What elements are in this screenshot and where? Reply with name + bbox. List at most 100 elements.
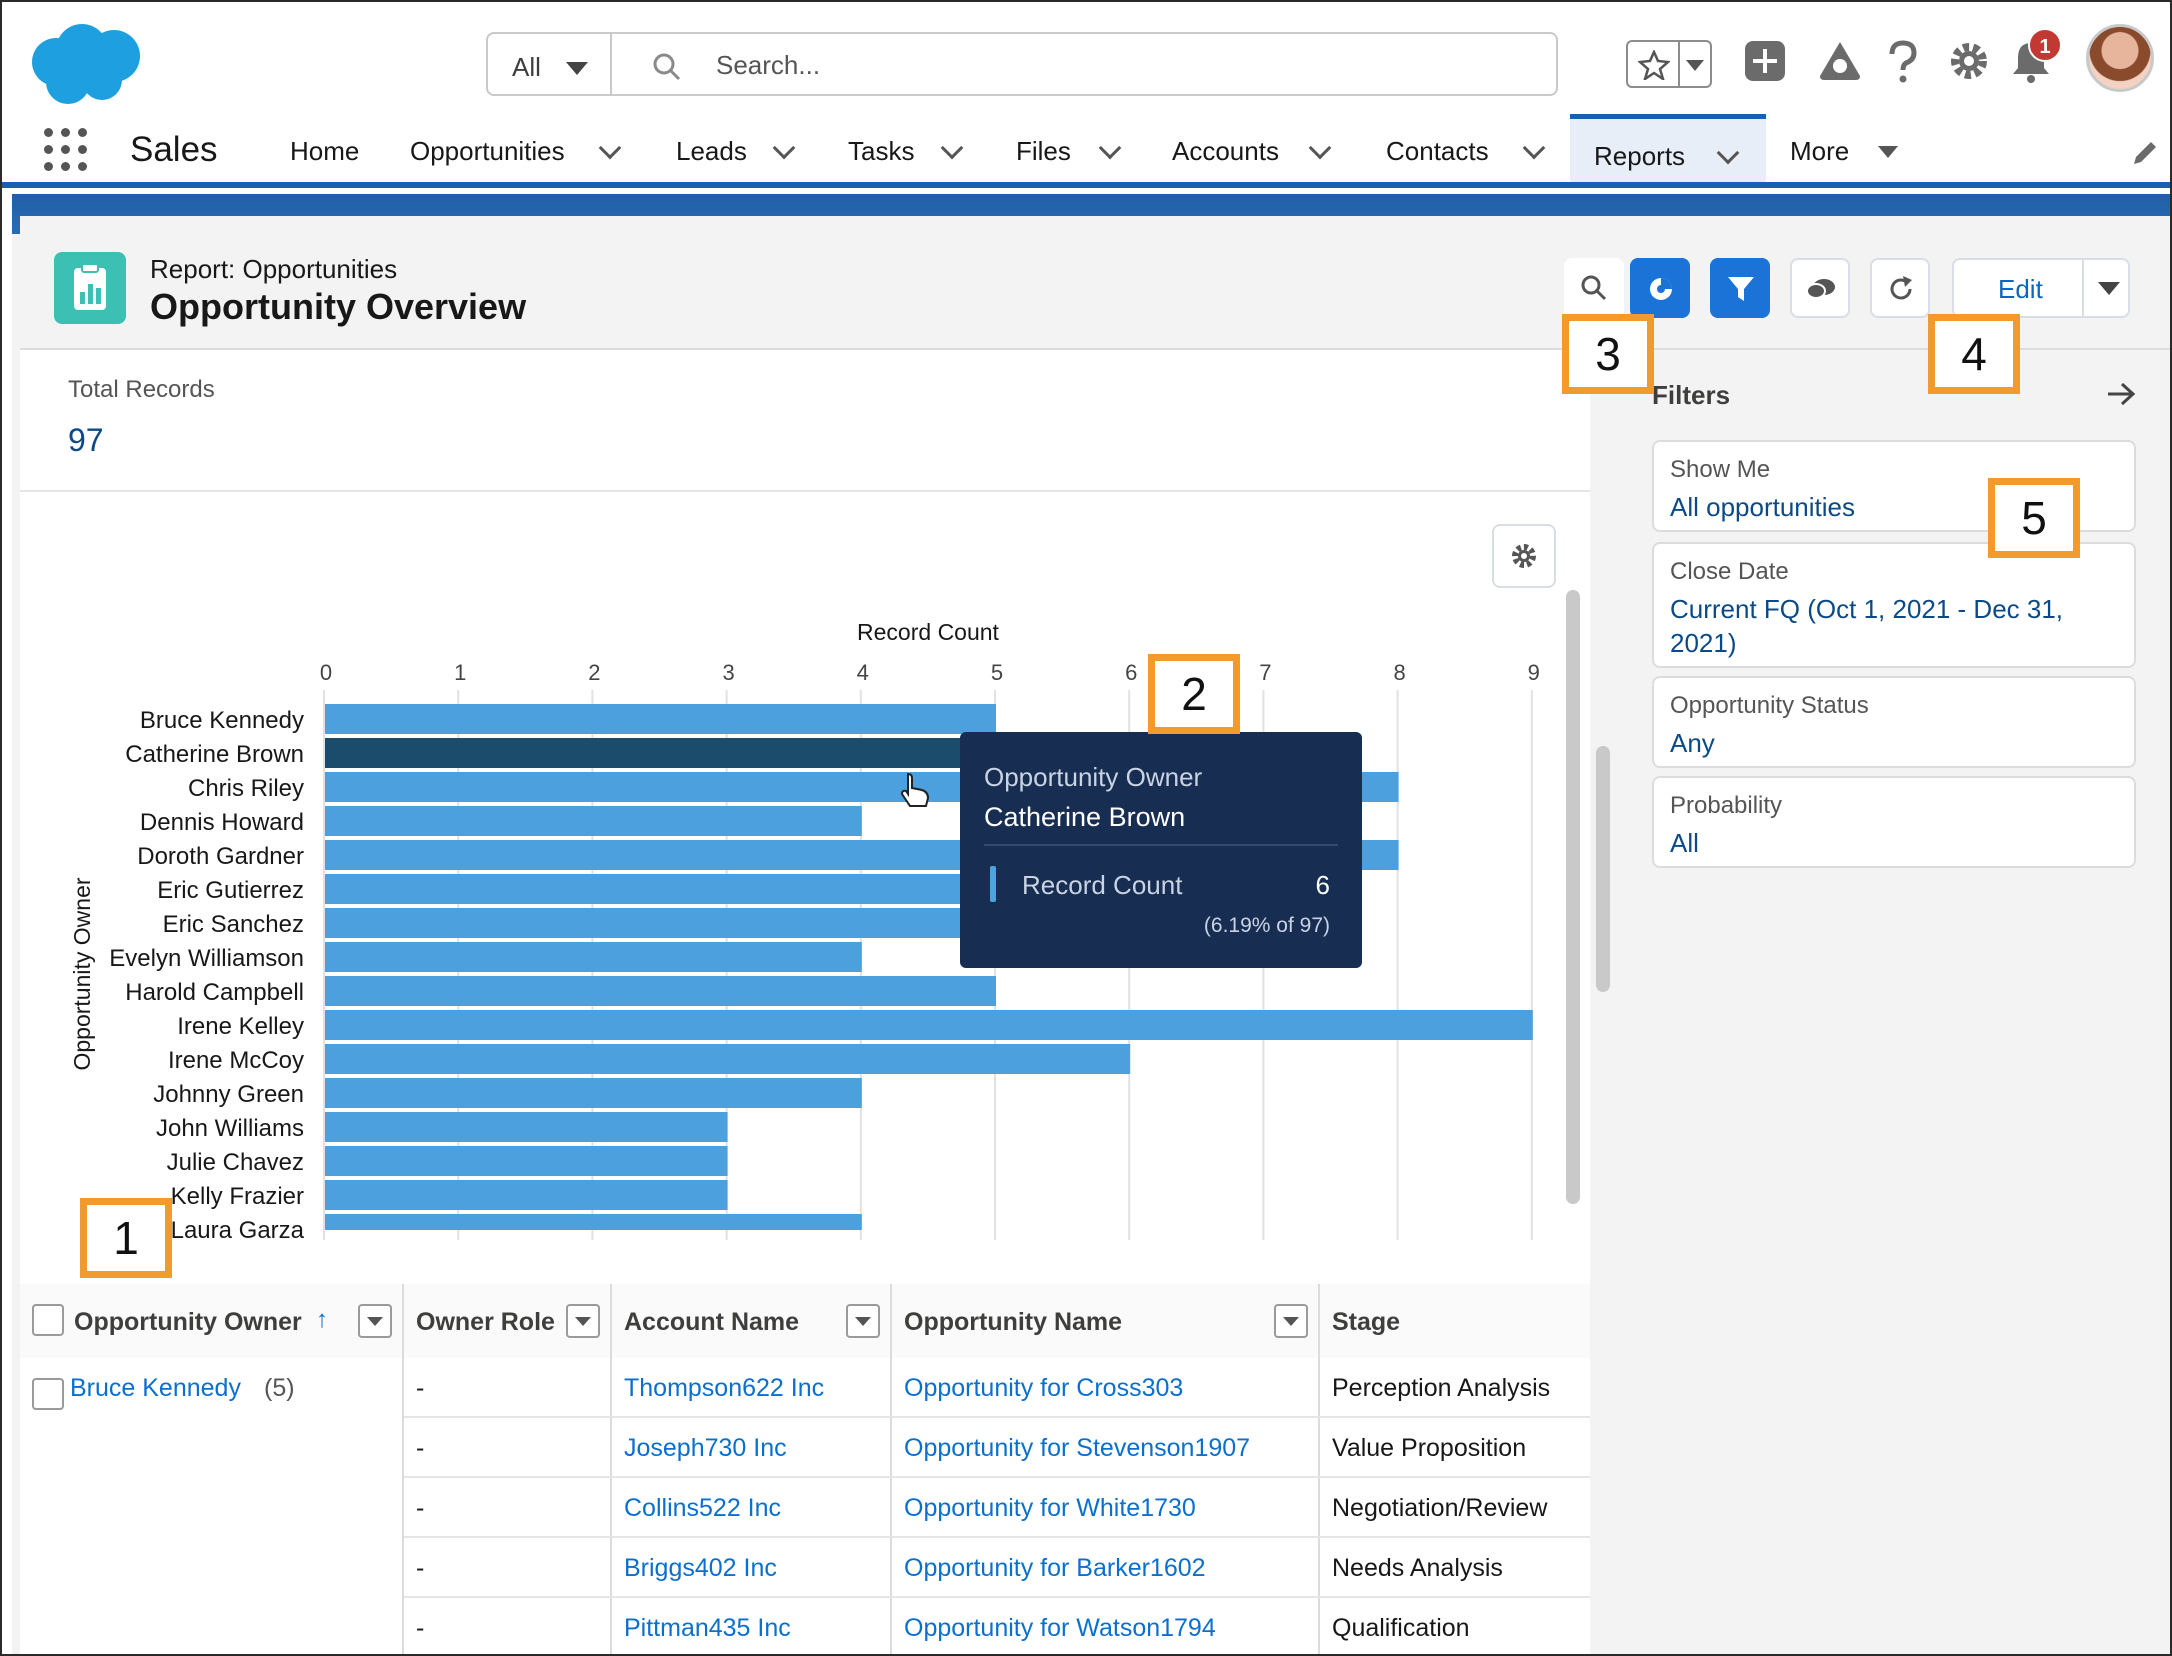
search-scope-select[interactable]: All (486, 32, 612, 96)
bar-john-williams[interactable] (325, 1112, 728, 1142)
filter-probability[interactable]: Probability All (1652, 776, 2136, 868)
filter-label: Show Me (1670, 456, 1771, 483)
bar-irene-mccoy[interactable] (325, 1044, 1131, 1074)
chevron-down-icon[interactable] (1098, 136, 1122, 160)
opportunity-name-link[interactable]: Opportunity for Stevenson1907 (904, 1434, 1251, 1462)
chevron-down-icon[interactable] (1878, 146, 1898, 158)
category-label: Johnny Green (153, 1081, 304, 1108)
column-header-opportunity-name[interactable]: Opportunity Name (892, 1284, 1320, 1358)
global-search[interactable] (610, 32, 1558, 96)
column-menu-icon[interactable] (1274, 1304, 1308, 1338)
nav-label: Contacts (1386, 136, 1489, 166)
x-tick-label: 0 (320, 660, 332, 685)
nav-contacts[interactable]: Contacts (1386, 114, 1556, 182)
app-launcher-icon[interactable] (44, 128, 88, 172)
category-label: Eric Sanchez (163, 911, 304, 938)
toggle-filters-button[interactable] (1710, 258, 1770, 318)
nav-home[interactable]: Home (290, 114, 380, 182)
nav-accounts[interactable]: Accounts (1172, 114, 1342, 182)
filter-value: Current FQ (Oct 1, 2021 - Dec 31, 2021) (1670, 594, 2064, 658)
nav-reports[interactable]: Reports (1570, 114, 1766, 182)
tooltip-metric-label: Record Count (1022, 870, 1183, 900)
mouse-pointer-icon (900, 772, 930, 807)
bar-irene-kelley[interactable] (325, 1010, 1533, 1040)
feed-button[interactable] (1790, 258, 1850, 318)
opportunity-name-link[interactable]: Opportunity for Barker1602 (904, 1554, 1206, 1582)
setup-gear-icon[interactable] (1948, 40, 1990, 82)
main-scrollbar[interactable] (1596, 746, 1610, 992)
arrow-right-icon[interactable] (2106, 380, 2136, 408)
column-menu-icon[interactable] (846, 1304, 880, 1338)
bar-laura-garza[interactable] (325, 1214, 862, 1240)
account-name-link[interactable]: Thompson622 Inc (624, 1374, 825, 1402)
nav-opportunities[interactable]: Opportunities (410, 114, 636, 182)
chevron-down-icon[interactable] (1308, 136, 1332, 160)
bar-eric-gutierrez[interactable] (325, 874, 996, 904)
column-header-account-name[interactable]: Account Name (612, 1284, 892, 1358)
report-header: Report: Opportunities Opportunity Overvi… (20, 216, 2170, 350)
nav-tasks[interactable]: Tasks (848, 114, 974, 182)
salesforce-logo[interactable] (26, 22, 144, 106)
chevron-down-icon[interactable] (1716, 141, 1740, 165)
x-tick-label: 9 (1528, 660, 1540, 685)
chevron-down-icon[interactable] (2098, 282, 2120, 295)
edit-button[interactable]: Edit (1952, 258, 2130, 318)
filter-close-date[interactable]: Close Date Current FQ (Oct 1, 2021 - Dec… (1652, 542, 2136, 668)
bar-evelyn-williamson[interactable] (325, 942, 862, 972)
x-tick-label: 5 (991, 660, 1003, 685)
search-report-button[interactable] (1564, 258, 1624, 318)
account-name-link[interactable]: Pittman435 Inc (624, 1614, 791, 1642)
x-tick-label: 2 (588, 660, 600, 685)
report-type: Report: Opportunities (150, 254, 398, 284)
x-tick-label: 7 (1259, 660, 1271, 685)
column-menu-icon[interactable] (358, 1304, 392, 1338)
chevron-down-icon[interactable] (940, 136, 964, 160)
opportunity-name-link[interactable]: Opportunity for Cross303 (904, 1374, 1184, 1402)
nav-leads[interactable]: Leads (676, 114, 810, 182)
column-menu-icon[interactable] (566, 1304, 600, 1338)
nav-files[interactable]: Files (1016, 114, 1132, 182)
bar-eric-sanchez[interactable] (325, 908, 996, 938)
account-name-link[interactable]: Joseph730 Inc (624, 1434, 787, 1462)
stage-cell: Negotiation/Review (1332, 1494, 1548, 1522)
chevron-down-icon[interactable] (1522, 136, 1546, 160)
column-header-owner-role[interactable]: Owner Role (404, 1284, 612, 1358)
refresh-button[interactable] (1870, 258, 1930, 318)
chevron-down-icon[interactable] (772, 136, 796, 160)
owner-link[interactable]: Bruce Kennedy (70, 1374, 241, 1402)
filter-opportunity-status[interactable]: Opportunity Status Any (1652, 676, 2136, 768)
toggle-chart-button[interactable] (1630, 258, 1690, 318)
search-input[interactable] (716, 46, 1516, 84)
bar-harold-campbell[interactable] (325, 976, 996, 1006)
chart-settings-button[interactable] (1492, 524, 1556, 588)
trailhead-icon[interactable] (1818, 40, 1862, 82)
row-checkbox[interactable] (32, 1378, 64, 1410)
sort-ascending-icon[interactable]: ↑ (316, 1306, 328, 1333)
column-label: Owner Role (416, 1308, 555, 1336)
chart-scrollbar[interactable] (1566, 590, 1580, 1204)
account-name-link[interactable]: Briggs402 Inc (624, 1554, 777, 1582)
callout-1: 1 (80, 1198, 172, 1278)
bar-dennis-howard[interactable] (325, 806, 862, 836)
bar-kelly-frazier[interactable] (325, 1180, 728, 1210)
bar-bruce-kennedy[interactable] (325, 704, 996, 734)
column-header-stage[interactable]: Stage (1320, 1284, 1590, 1358)
select-all-checkbox[interactable] (32, 1304, 64, 1336)
edit-nav-icon[interactable] (2130, 138, 2160, 168)
group-count: (5) (264, 1374, 295, 1402)
chevron-down-icon[interactable] (598, 136, 622, 160)
opportunity-name-link[interactable]: Opportunity for Watson1794 (904, 1614, 1216, 1642)
nav-more[interactable]: More (1790, 114, 1910, 182)
help-icon[interactable] (1886, 40, 1920, 84)
account-name-link[interactable]: Collins522 Inc (624, 1494, 782, 1522)
favorites-button[interactable] (1626, 40, 1712, 88)
bar-julie-chavez[interactable] (325, 1146, 728, 1176)
opportunity-name-link[interactable]: Opportunity for White1730 (904, 1494, 1196, 1522)
table-row (404, 1536, 1590, 1538)
column-header-owner[interactable]: Opportunity Owner ↑ (20, 1284, 404, 1358)
nav-label: Opportunities (410, 136, 565, 166)
user-avatar[interactable] (2086, 24, 2154, 92)
add-icon[interactable] (1744, 40, 1786, 82)
bar-johnny-green[interactable] (325, 1078, 862, 1108)
callout-2: 2 (1148, 654, 1240, 734)
